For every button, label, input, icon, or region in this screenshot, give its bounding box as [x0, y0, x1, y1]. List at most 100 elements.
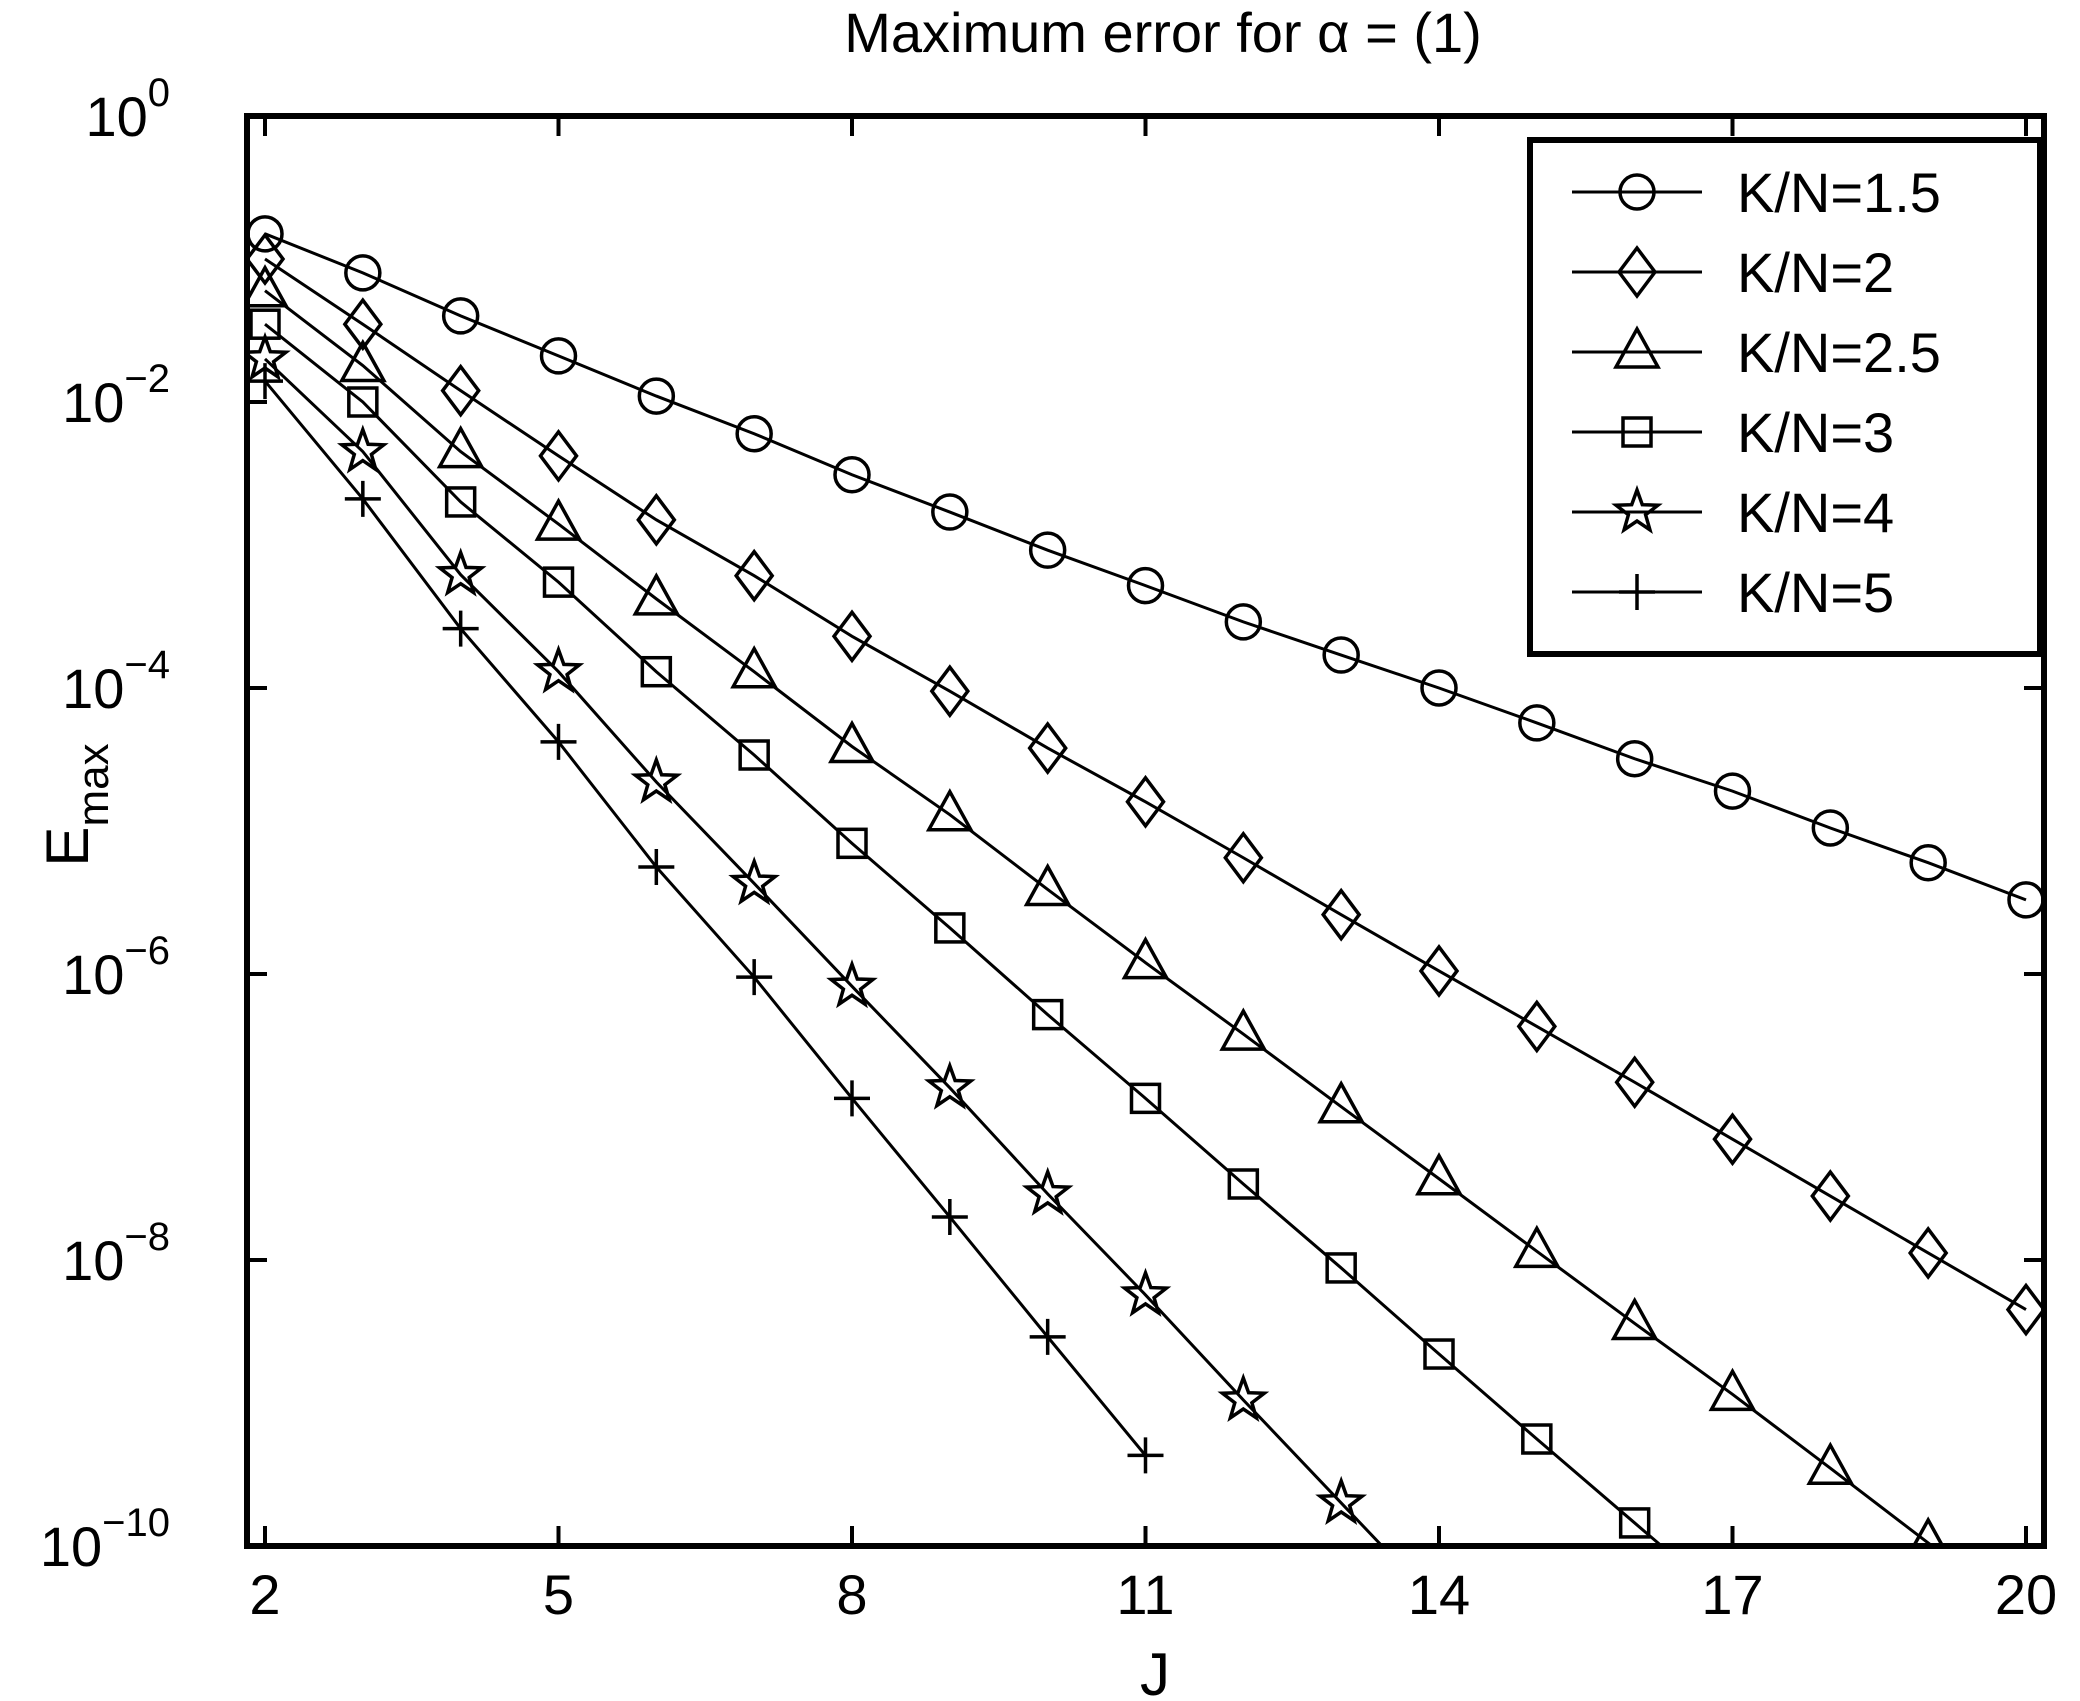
legend-label: K/N=1.5	[1737, 161, 1941, 224]
legend-label: K/N=2.5	[1737, 321, 1941, 384]
data-point-star	[1119, 1267, 1172, 1317]
data-point-star	[728, 856, 781, 906]
data-point-triangle	[828, 719, 876, 764]
legend-item: K/N=5	[1572, 561, 1894, 624]
series-triangle	[247, 264, 1945, 1546]
data-point-triangle	[1806, 1441, 1855, 1485]
series-layer	[247, 215, 2044, 1546]
data-point-diamond	[831, 609, 873, 664]
data-point-circle	[833, 455, 871, 494]
y-axis-label: Emax	[34, 743, 118, 866]
legend-marker-square	[1621, 416, 1653, 448]
data-point-plus	[344, 480, 381, 517]
series-line	[264, 289, 1935, 1546]
data-point-circle	[1909, 843, 1947, 882]
legend-marker-star	[1611, 484, 1663, 534]
data-point-square	[542, 566, 575, 598]
x-tick-label: 14	[1408, 1563, 1470, 1626]
data-point-diamond	[929, 664, 971, 719]
data-point-circle	[637, 377, 676, 415]
data-point-plus	[1127, 1437, 1164, 1474]
y-tick-label: 10−6	[62, 929, 170, 1006]
legend-item: K/N=1.5	[1572, 161, 1941, 224]
data-point-circle	[1713, 772, 1752, 810]
data-point-diamond	[247, 232, 286, 286]
chart-title: Maximum error for α = (1)	[844, 1, 1482, 64]
data-point-triangle	[534, 497, 583, 541]
legend-label: K/N=4	[1737, 481, 1894, 544]
data-point-diamond	[538, 428, 579, 483]
data-point-square	[1618, 1507, 1651, 1539]
data-point-star	[1315, 1475, 1368, 1525]
data-point-triangle	[632, 572, 681, 616]
x-tick-label: 11	[1116, 1563, 1174, 1626]
data-point-triangle	[247, 264, 289, 308]
data-point-triangle	[1610, 1296, 1659, 1341]
data-point-plus	[247, 363, 283, 400]
data-point-square	[836, 827, 868, 860]
data-point-triangle	[1317, 1080, 1366, 1124]
y-tick-label: 10−8	[62, 1215, 170, 1292]
series-circle	[247, 215, 2044, 919]
x-tick-label: 20	[1995, 1563, 2057, 1626]
y-tick-label: 100	[85, 71, 170, 148]
legend-marker-diamond	[1616, 245, 1658, 299]
y-axis-label-subscript: max	[69, 743, 118, 826]
legend-label: K/N=3	[1737, 401, 1894, 464]
legend-item: K/N=4	[1572, 481, 1894, 544]
data-point-diamond	[636, 492, 677, 547]
data-point-diamond	[1320, 887, 1362, 942]
series-line	[263, 357, 1385, 1546]
data-point-circle	[931, 493, 969, 531]
data-point-triangle	[1121, 936, 1170, 980]
series-line	[264, 323, 1664, 1546]
data-point-diamond	[1027, 721, 1068, 776]
data-point-circle	[1028, 531, 1067, 569]
data-point-diamond	[1614, 1055, 1655, 1110]
data-point-triangle	[1911, 1516, 1945, 1546]
data-point-diamond	[733, 548, 775, 603]
data-point-star	[826, 959, 878, 1009]
legend-box	[1527, 137, 2043, 657]
data-point-circle	[1420, 669, 1458, 707]
series-line	[263, 380, 1147, 1457]
data-point-square	[934, 912, 966, 944]
data-point-diamond	[1810, 1169, 1851, 1223]
legend-item: K/N=3	[1572, 401, 1894, 464]
data-point-triangle	[436, 424, 485, 469]
data-point-circle	[1224, 603, 1263, 641]
data-point-square	[1031, 998, 1064, 1031]
data-point-triangle	[1415, 1152, 1463, 1196]
series-diamond	[247, 232, 2044, 1337]
data-point-square	[738, 739, 770, 771]
legend-marker-plus	[1619, 574, 1655, 610]
data-point-triangle	[338, 338, 387, 383]
data-point-plus	[834, 1080, 870, 1117]
data-point-triangle	[925, 788, 974, 832]
legend: K/N=1.5 K/N=2 K/N=2.5 K/N=3 K/N=4 K/N=5	[1527, 137, 2043, 657]
data-point-square	[1227, 1168, 1260, 1200]
data-point-star	[630, 754, 683, 805]
x-axis-label: J	[1140, 1641, 1170, 1701]
data-point-triangle	[1219, 1007, 1268, 1051]
svg-text:Emax: Emax	[34, 743, 118, 866]
data-point-square	[347, 386, 379, 418]
data-point-plus	[540, 723, 577, 760]
y-tick-label: 10−10	[40, 1501, 170, 1578]
x-tick-label: 2	[249, 1563, 280, 1626]
data-point-square	[1521, 1423, 1553, 1455]
data-point-circle	[1518, 704, 1556, 742]
series-line	[264, 257, 2027, 1311]
data-point-diamond	[1516, 999, 1558, 1054]
series-star	[247, 331, 1385, 1546]
legend-marker-circle	[1618, 173, 1656, 211]
legend-label: K/N=2	[1737, 241, 1894, 304]
data-point-circle	[441, 297, 480, 335]
data-point-diamond	[1125, 774, 1166, 829]
data-point-circle	[1322, 636, 1360, 674]
data-point-star	[923, 1060, 976, 1110]
data-point-triangle	[1512, 1224, 1561, 1269]
data-point-square	[1325, 1252, 1357, 1284]
x-tick-label: 8	[836, 1563, 867, 1626]
